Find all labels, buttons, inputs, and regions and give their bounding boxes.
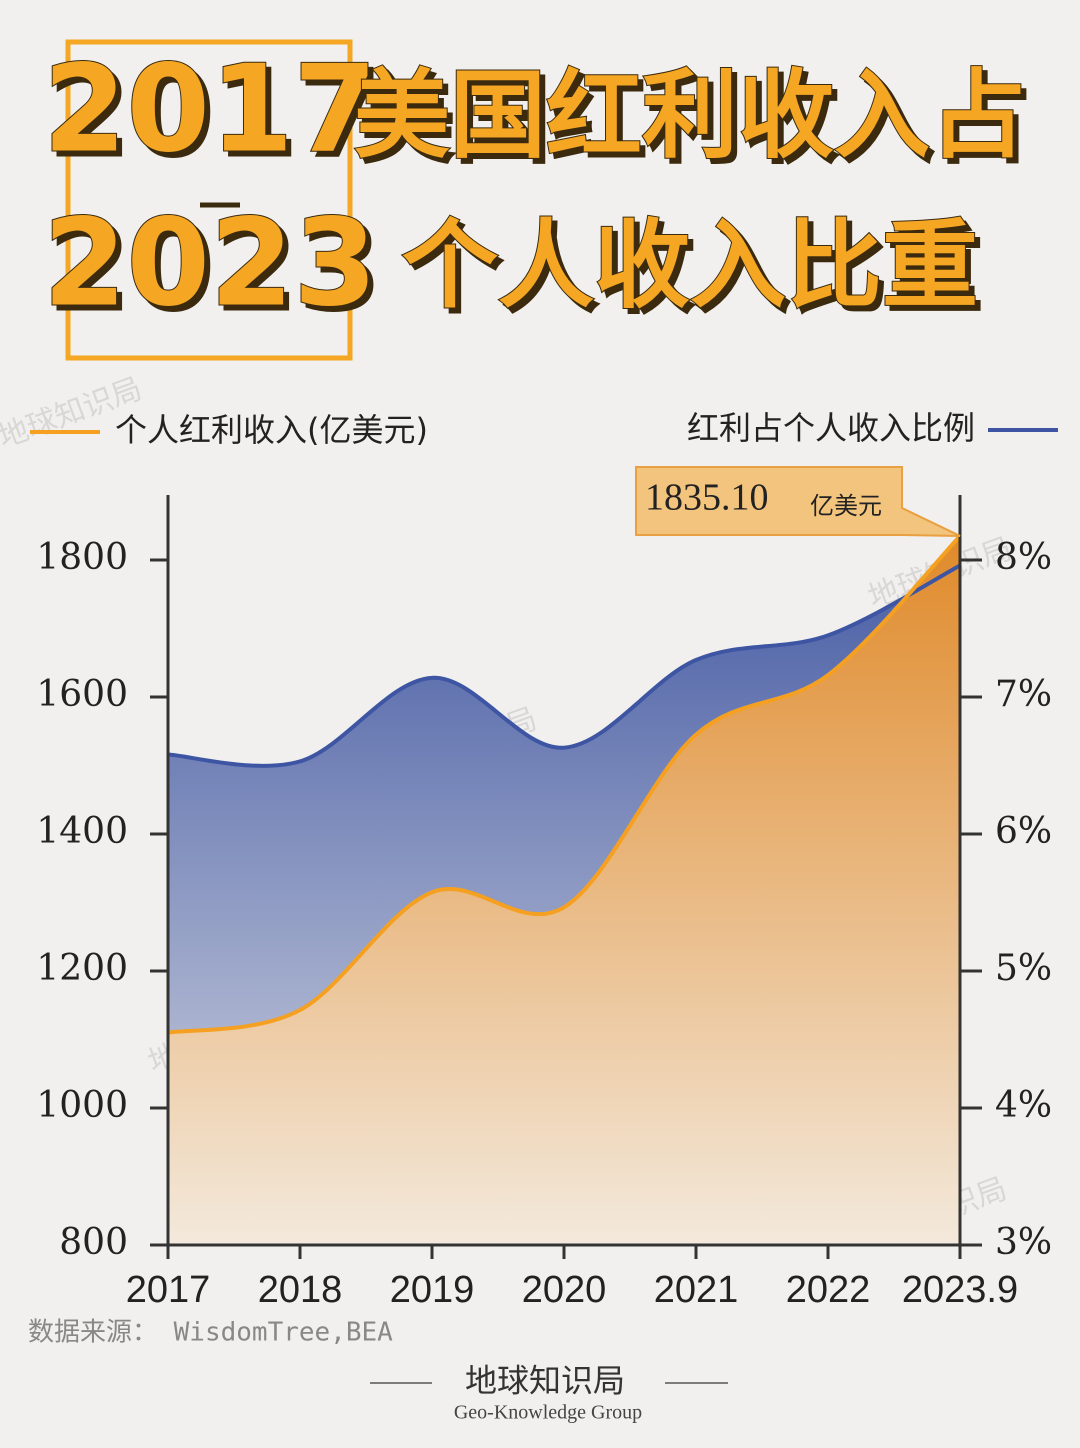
y-tick-label: 800 xyxy=(59,1222,128,1263)
legend-label: 个人红利收入(亿美元) xyxy=(115,411,428,449)
area xyxy=(168,535,960,1245)
callout xyxy=(635,466,961,537)
legend-label: 红利占个人收入比例 xyxy=(687,409,975,447)
period-end: 2023 xyxy=(43,195,377,334)
value-label: 1835.10 xyxy=(645,477,769,519)
x-tick-label: 2023.9 xyxy=(902,1269,1018,1311)
title-box xyxy=(65,39,353,361)
y2-tick-label: 4% xyxy=(995,1085,1052,1126)
y2-tick-label: 8% xyxy=(995,537,1052,578)
y-tick-label: 1800 xyxy=(36,537,128,578)
y-tick-label: 1400 xyxy=(36,811,128,852)
y-tick-label: 1600 xyxy=(36,674,128,715)
brand: 地球知识局 xyxy=(465,1362,625,1400)
x-tick-label: 2021 xyxy=(654,1269,739,1311)
y2-tick-label: 5% xyxy=(995,948,1052,989)
x-tick-label: 2018 xyxy=(258,1269,343,1311)
brand-en: Geo-Knowledge Group xyxy=(454,1402,642,1424)
y-tick-label: 1200 xyxy=(36,948,128,989)
y2-tick-label: 6% xyxy=(995,811,1052,852)
title-line: 美国红利收入占 xyxy=(354,59,1026,171)
y-tick-label: 1000 xyxy=(36,1085,128,1126)
y2-tick-label: 3% xyxy=(995,1222,1052,1263)
x-tick-label: 2022 xyxy=(786,1269,871,1311)
title-line: 个人收入比重 xyxy=(402,209,978,321)
value-label-unit: 亿美元 xyxy=(810,492,882,520)
x-tick-label: 2019 xyxy=(390,1269,475,1311)
x-tick-label: 2020 xyxy=(522,1269,607,1311)
x-tick-label: 2017 xyxy=(126,1269,211,1311)
y2-tick-label: 7% xyxy=(995,674,1052,715)
period-start: 2017 xyxy=(43,41,377,180)
line xyxy=(167,534,962,1035)
source: 数据来源： WisdomTree,BEA xyxy=(28,1318,393,1348)
line xyxy=(167,563,961,768)
